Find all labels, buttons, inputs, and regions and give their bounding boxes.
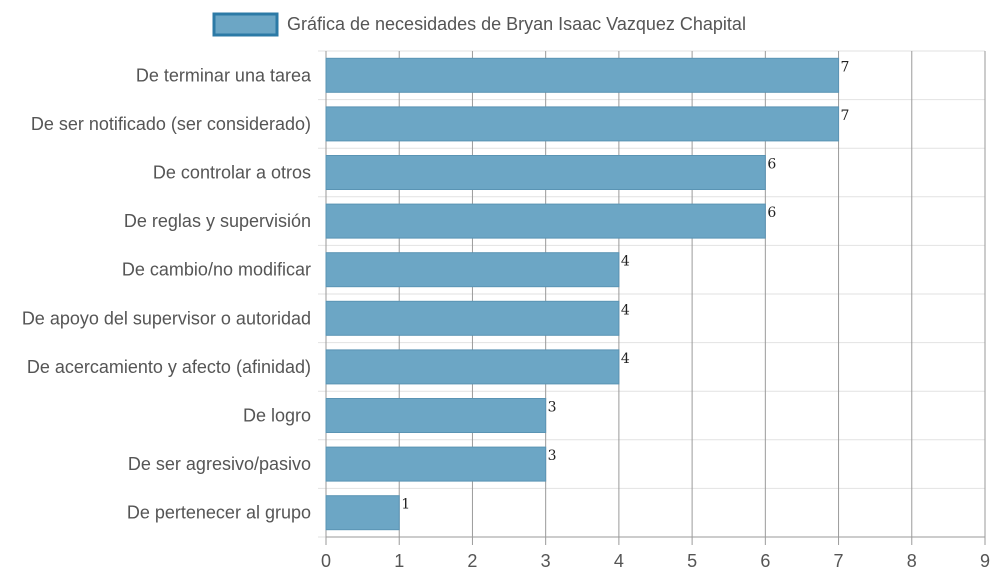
category-label: De ser notificado (ser considerado)	[31, 114, 311, 134]
bar[interactable]	[325, 57, 840, 93]
bar[interactable]	[325, 203, 766, 239]
category-label: De terminar una tarea	[136, 65, 312, 85]
data-labels: 7 7 6 6 4 4 4 3 3 1	[401, 59, 849, 512]
bar[interactable]	[325, 398, 547, 433]
category-labels: De terminar una tarea De ser notificado (…	[22, 65, 312, 522]
x-tick-label: 2	[467, 551, 477, 571]
bar[interactable]	[325, 252, 620, 288]
category-label: De acercamiento y afecto (afinidad)	[27, 357, 311, 377]
data-label: 6	[767, 205, 776, 221]
bar[interactable]	[325, 300, 620, 336]
data-label: 1	[401, 497, 410, 513]
x-tick-label: 0	[321, 551, 331, 571]
data-label: 7	[841, 108, 850, 124]
data-label: 6	[767, 157, 776, 173]
category-label: De logro	[243, 406, 311, 426]
legend-entry[interactable]: Gráfica de necesidades de Bryan Isaac Va…	[287, 14, 746, 34]
x-tick-label: 9	[980, 551, 990, 571]
bar[interactable]	[325, 495, 400, 531]
category-label: De apoyo del supervisor o autoridad	[22, 308, 311, 328]
bar[interactable]	[325, 349, 620, 385]
data-label: 4	[621, 254, 630, 270]
x-tick-label: 1	[394, 551, 404, 571]
data-label: 4	[621, 302, 630, 318]
category-label: De cambio/no modificar	[122, 260, 311, 280]
category-label: De reglas y supervisión	[124, 211, 311, 231]
bar[interactable]	[325, 446, 547, 482]
x-tick-label: 5	[687, 551, 697, 571]
category-label: De controlar a otros	[153, 163, 311, 183]
x-tick-label: 8	[907, 551, 917, 571]
x-tick-label: 3	[541, 551, 551, 571]
bar[interactable]	[325, 155, 766, 190]
legend-swatch[interactable]	[212, 12, 279, 37]
data-label: 4	[621, 351, 630, 367]
legend[interactable]: Gráfica de necesidades de Bryan Isaac Va…	[212, 12, 746, 37]
x-tick-label: 6	[760, 551, 770, 571]
data-label: 3	[548, 400, 557, 416]
category-label: De pertenecer al grupo	[127, 503, 311, 523]
data-label: 3	[548, 448, 557, 464]
data-label: 7	[841, 59, 850, 75]
x-tick-label: 7	[834, 551, 844, 571]
category-label: De ser agresivo/pasivo	[128, 454, 311, 474]
x-tick-label: 4	[614, 551, 624, 571]
bars	[325, 57, 840, 531]
bar[interactable]	[325, 106, 840, 142]
x-axis-ticks: 0 1 2 3 4 5 6 7 8 9	[321, 551, 990, 571]
